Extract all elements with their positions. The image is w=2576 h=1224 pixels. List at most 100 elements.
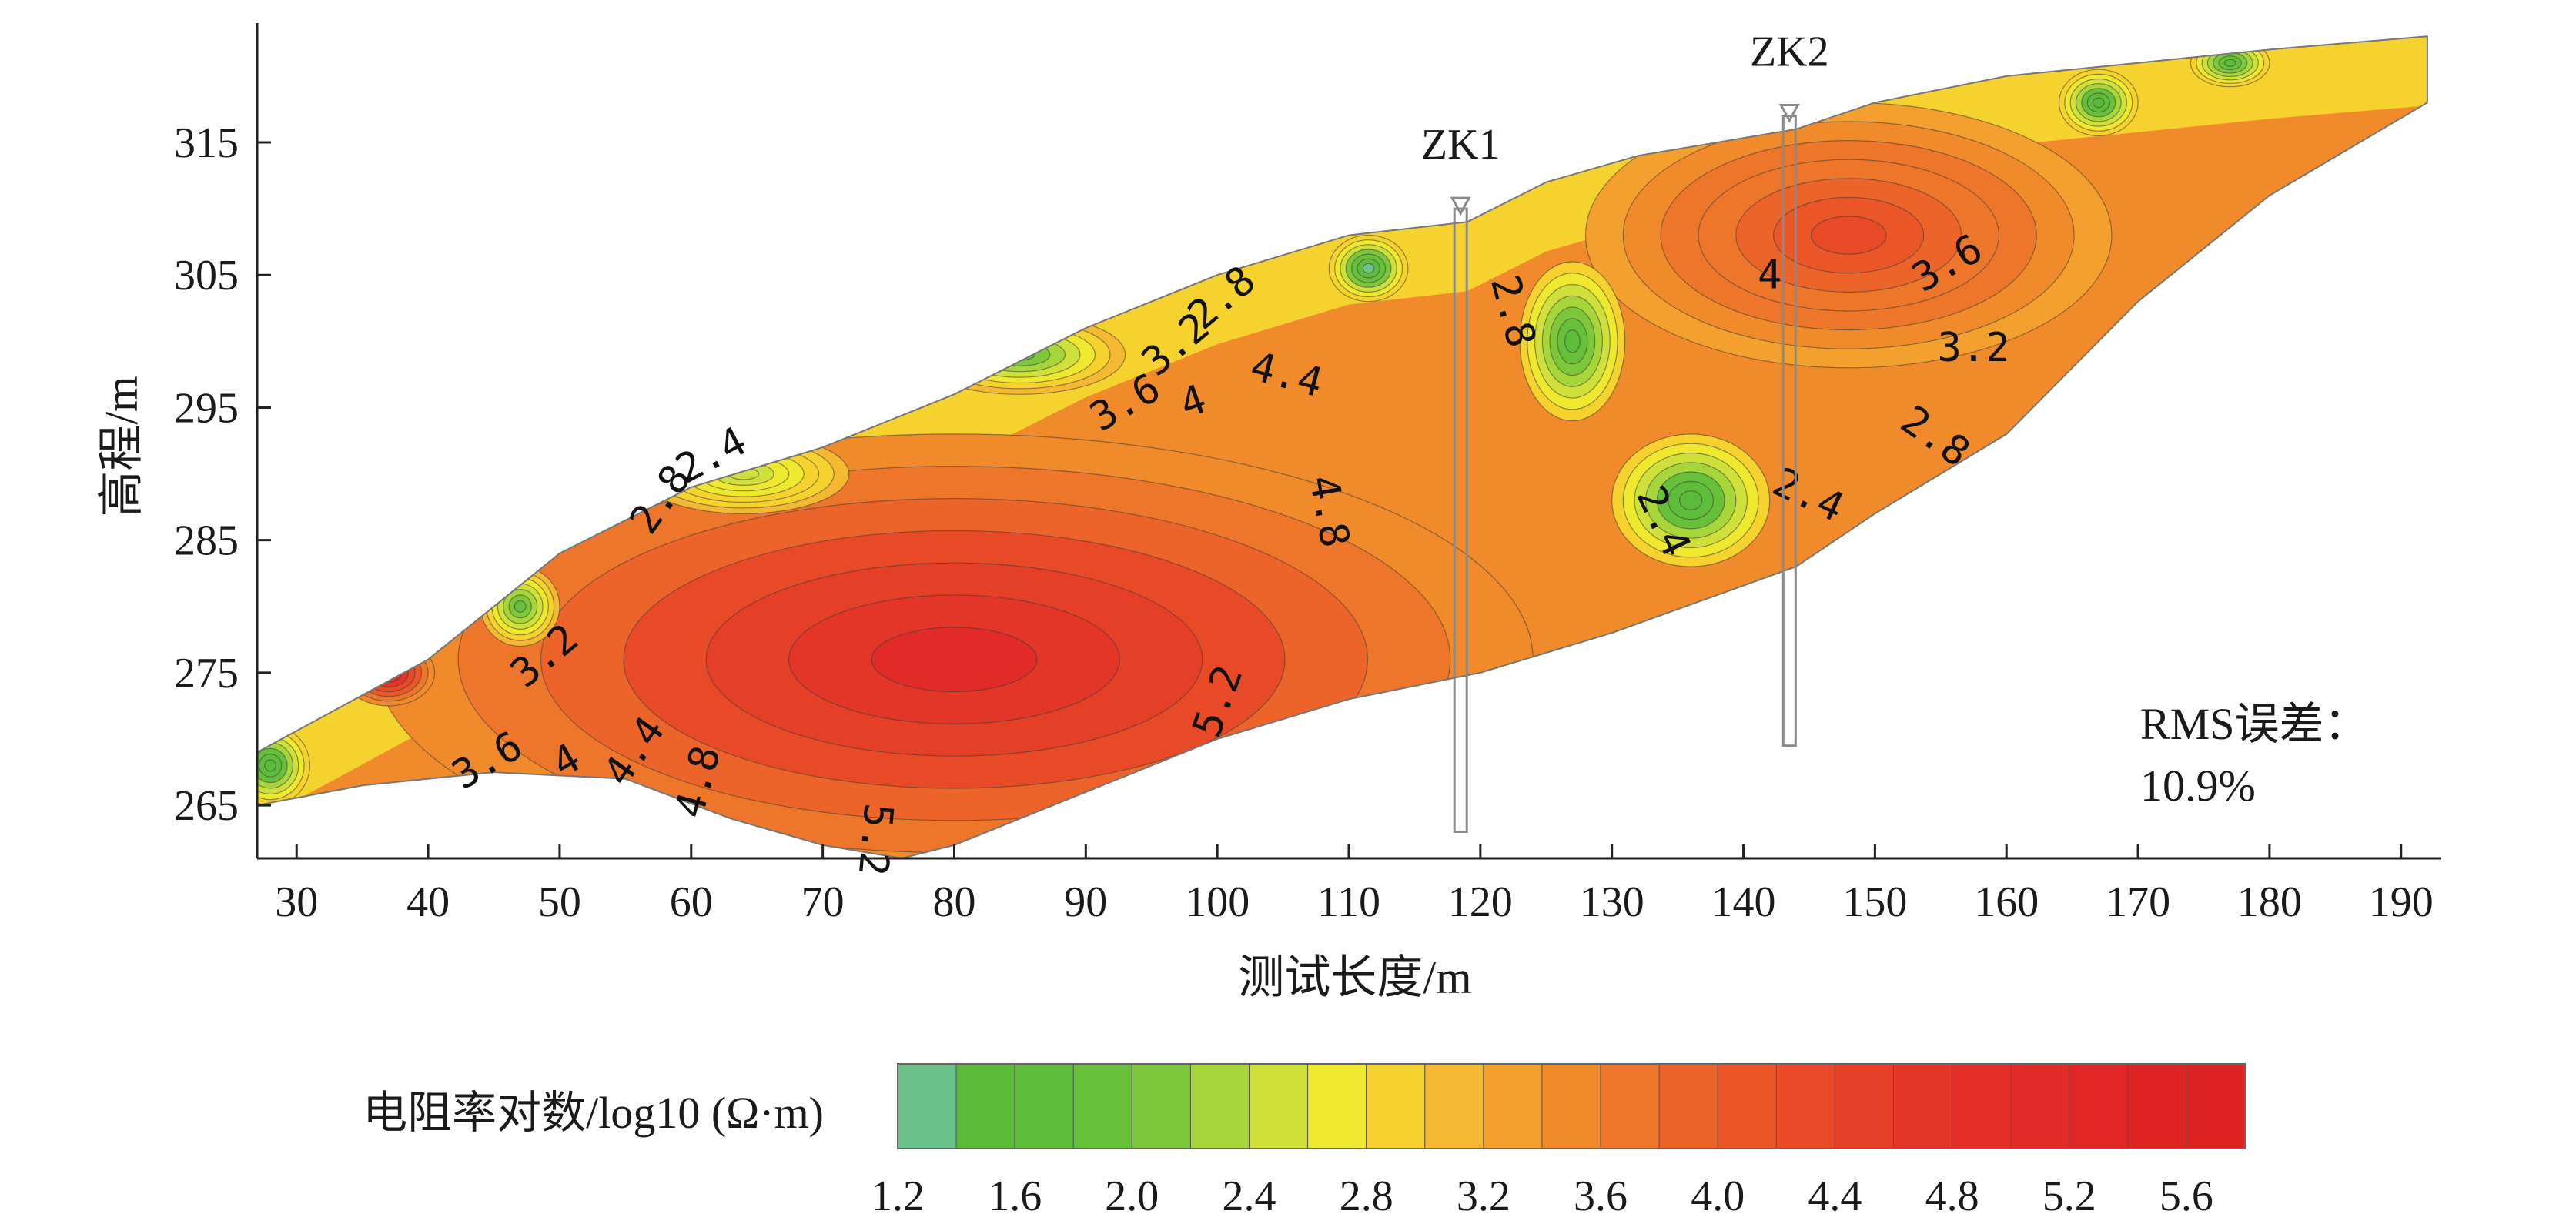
colorbar-cell xyxy=(897,1063,957,1149)
colorbar-cells xyxy=(897,1063,2246,1149)
x-tick-label: 130 xyxy=(1580,878,1644,926)
borehole-casing xyxy=(1453,207,1468,834)
colorbar-cell xyxy=(1952,1063,2012,1149)
colorbar-tick-label: 4.0 xyxy=(1691,1172,1745,1220)
x-tick-label: 110 xyxy=(1317,878,1380,926)
y-tick-label: 275 xyxy=(174,650,239,697)
colorbar-cell xyxy=(1658,1063,1718,1149)
anomaly-10-contour-6 xyxy=(264,759,277,772)
colorbar-cell xyxy=(1834,1063,1894,1149)
anomaly-12-contour-5 xyxy=(628,437,675,457)
anomaly-12-contour-6 xyxy=(640,442,664,453)
colorbar-cell xyxy=(1014,1063,1074,1149)
colorbar-cell xyxy=(955,1063,1015,1149)
rms-error-note: RMS误差： 10.9% xyxy=(2140,699,2369,811)
y-tick-label: 285 xyxy=(174,517,239,565)
colorbar-cell xyxy=(1072,1063,1132,1149)
axes: 30 40 50 60 70 80 90 100 110 120 130 140 150 160 170 18… xyxy=(96,23,2441,1003)
x-tick-label: 180 xyxy=(2237,878,2302,926)
anomaly-13-contour-5 xyxy=(989,343,1051,367)
borehole-label: ZK1 xyxy=(1421,121,1500,169)
anomaly-5-contour-6 xyxy=(1564,329,1581,353)
colorbar-tick-label: 3.2 xyxy=(1457,1172,1510,1220)
colorbar-cell xyxy=(1717,1063,1777,1149)
colorbar-tick-label: 2.8 xyxy=(1340,1172,1393,1220)
colorbar-cell xyxy=(2127,1063,2187,1149)
x-tick-label: 50 xyxy=(538,878,581,926)
water-level-marker xyxy=(1450,196,1471,216)
x-tick-label: 160 xyxy=(1974,878,2039,926)
anomaly-4-contour-5 xyxy=(375,663,403,683)
colorbar: 电阻率对数/log10 (Ω·m) 1.2 1.6 2.0 2.4 2.8 3.2 3.6 4… xyxy=(363,1063,2246,1220)
colorbar-tick-label: 1.2 xyxy=(871,1172,925,1220)
colorbar-ticks: 1.2 1.6 2.0 2.4 2.8 3.2 3.6 4.0 4.4 4.8 5.2 5.6 xyxy=(871,1172,2213,1220)
colorbar-tick-label: 4.8 xyxy=(1925,1172,1979,1220)
anomaly-11-contour-6 xyxy=(514,600,527,613)
colorbar-cell xyxy=(1131,1063,1191,1149)
colorbar-tick-label: 4.4 xyxy=(1808,1172,1862,1220)
anomaly-7-contour-6 xyxy=(1362,263,1375,274)
colorbar-title: 电阻率对数/log10 (Ω·m) xyxy=(363,1088,824,1138)
colorbar-cell xyxy=(2069,1063,2129,1149)
x-axis-ticks: 30 40 50 60 70 80 90 100 110 120 130 140 150 160 170 18… xyxy=(275,844,2434,926)
y-tick-label: 305 xyxy=(174,252,239,299)
borehole-zk2: ZK2 xyxy=(1750,28,1829,747)
colorbar-cell xyxy=(1249,1063,1309,1149)
y-tick-label: 265 xyxy=(174,782,239,830)
colorbar-cell xyxy=(1307,1063,1367,1149)
colorbar-tick-label: 3.6 xyxy=(1574,1172,1628,1220)
colorbar-cell xyxy=(1600,1063,1660,1149)
borehole-label: ZK2 xyxy=(1750,28,1829,76)
colorbar-tick-label: 1.6 xyxy=(988,1172,1042,1220)
anomaly-8-contour-6 xyxy=(2092,97,2105,109)
colorbar-cell xyxy=(2186,1063,2246,1149)
anomaly-6-contour-6 xyxy=(1678,490,1703,510)
borehole-casing xyxy=(1781,115,1797,747)
x-tick-label: 150 xyxy=(1842,878,1907,926)
y-tick-label: 315 xyxy=(174,119,239,167)
colorbar-cell xyxy=(1189,1063,1250,1149)
near-surface-band xyxy=(257,36,2427,822)
x-tick-label: 100 xyxy=(1185,878,1250,926)
colorbar-tick-label: 2.4 xyxy=(1223,1172,1276,1220)
anomaly-9-contour-6 xyxy=(2223,59,2236,67)
colorbar-frame xyxy=(897,1063,2246,1149)
anomaly-13-contour-6 xyxy=(1004,348,1036,361)
x-tick-label: 40 xyxy=(406,878,450,926)
x-tick-label: 60 xyxy=(670,878,713,926)
rms-error-value: 10.9% xyxy=(2140,761,2256,811)
anomaly-13-contour-4 xyxy=(974,336,1066,373)
x-tick-label: 120 xyxy=(1448,878,1513,926)
colorbar-cell xyxy=(1893,1063,1953,1149)
contour-label: 5.2 xyxy=(849,801,902,878)
colorbar-cell xyxy=(1366,1063,1426,1149)
boreholes: ZK1 ZK2 xyxy=(1421,28,1829,834)
x-tick-label: 70 xyxy=(801,878,845,926)
colorbar-cell xyxy=(1424,1063,1484,1149)
x-tick-label: 80 xyxy=(933,878,976,926)
plot-area: 2.42.83.23.6 4 4.44.85.22.83.23.6 4 4.44.85.… xyxy=(256,28,2428,878)
contour-label: 3.2 xyxy=(1938,325,2010,371)
x-tick-label: 90 xyxy=(1064,878,1107,926)
x-tick-label: 190 xyxy=(2369,878,2434,926)
y-tick-label: 295 xyxy=(174,384,239,432)
colorbar-cell xyxy=(1541,1063,1601,1149)
anomaly-4-contour-6 xyxy=(381,667,396,678)
x-tick-label: 140 xyxy=(1711,878,1776,926)
colorbar-tick-label: 5.6 xyxy=(2159,1172,2213,1220)
colorbar-cell xyxy=(2010,1063,2070,1149)
anomaly-3-contour-6 xyxy=(1810,216,1887,255)
water-level-marker xyxy=(1778,104,1800,123)
x-axis-title: 测试长度/m xyxy=(1238,952,1471,1003)
y-axis-ticks: 265 275 285 295 305 315 xyxy=(174,119,271,830)
y-axis-title: 高程/m xyxy=(96,376,147,517)
contour-label: 4 xyxy=(1758,252,1781,298)
colorbar-tick-label: 2.0 xyxy=(1105,1172,1159,1220)
colorbar-cell xyxy=(1775,1063,1835,1149)
colorbar-tick-label: 5.2 xyxy=(2042,1172,2096,1220)
borehole-zk1: ZK1 xyxy=(1421,121,1500,834)
section-outline xyxy=(256,35,2428,860)
x-tick-label: 30 xyxy=(275,878,318,926)
colorbar-cell xyxy=(1483,1063,1543,1149)
